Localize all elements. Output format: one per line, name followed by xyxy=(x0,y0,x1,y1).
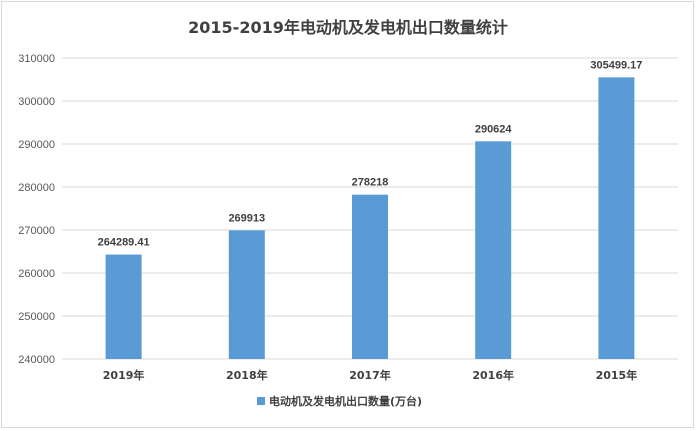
bar xyxy=(105,254,142,359)
y-tick-label: 260000 xyxy=(18,268,55,280)
y-tick-label: 310000 xyxy=(18,53,55,65)
bar xyxy=(352,194,388,359)
x-tick-label: 2019年 xyxy=(103,368,145,382)
legend-swatch xyxy=(257,397,265,405)
y-tick-label: 300000 xyxy=(18,96,55,108)
data-label: 278218 xyxy=(352,177,389,189)
y-tick-label: 290000 xyxy=(18,139,55,151)
x-tick-label: 2015年 xyxy=(596,368,638,382)
y-tick-label: 280000 xyxy=(18,182,55,194)
y-tick-label: 270000 xyxy=(18,225,55,237)
data-label: 305499.17 xyxy=(590,59,642,71)
y-tick-label: 240000 xyxy=(18,354,55,366)
y-tick-label: 250000 xyxy=(18,311,55,323)
x-tick-label: 2017年 xyxy=(349,368,391,382)
bar xyxy=(228,230,265,359)
data-label: 290624 xyxy=(475,123,513,135)
chart-title: 2015-2019年电动机及发电机出口数量统计 xyxy=(188,18,508,37)
x-tick-label: 2018年 xyxy=(226,368,268,382)
x-tick-label: 2016年 xyxy=(472,368,514,382)
bar xyxy=(475,141,512,359)
legend-label: 电动机及发电机出口数量(万台) xyxy=(269,394,422,408)
data-label: 264289.41 xyxy=(98,237,150,249)
bar xyxy=(598,77,635,359)
legend: 电动机及发电机出口数量(万台) xyxy=(257,394,422,408)
data-label: 269913 xyxy=(228,212,265,224)
